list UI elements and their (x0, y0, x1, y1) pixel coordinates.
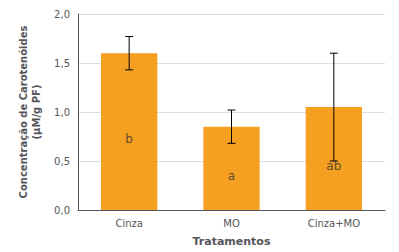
svg-text:Concentração de Carotenóides: Concentração de Carotenóides (18, 26, 29, 199)
svg-text:Cinza: Cinza (115, 218, 142, 229)
svg-text:1,5: 1,5 (54, 58, 70, 69)
svg-text:Cinza+MO: Cinza+MO (308, 218, 360, 229)
svg-text:0,5: 0,5 (54, 156, 70, 167)
svg-text:a: a (228, 169, 235, 183)
svg-text:(μM/g PF): (μM/g PF) (31, 85, 42, 140)
svg-text:1,0: 1,0 (54, 107, 70, 118)
svg-text:MO: MO (223, 218, 240, 229)
svg-text:0,0: 0,0 (54, 205, 70, 216)
svg-text:b: b (125, 132, 133, 146)
svg-text:ab: ab (326, 159, 341, 173)
svg-text:Tratamentos: Tratamentos (193, 235, 271, 248)
svg-text:2,0: 2,0 (54, 9, 70, 20)
